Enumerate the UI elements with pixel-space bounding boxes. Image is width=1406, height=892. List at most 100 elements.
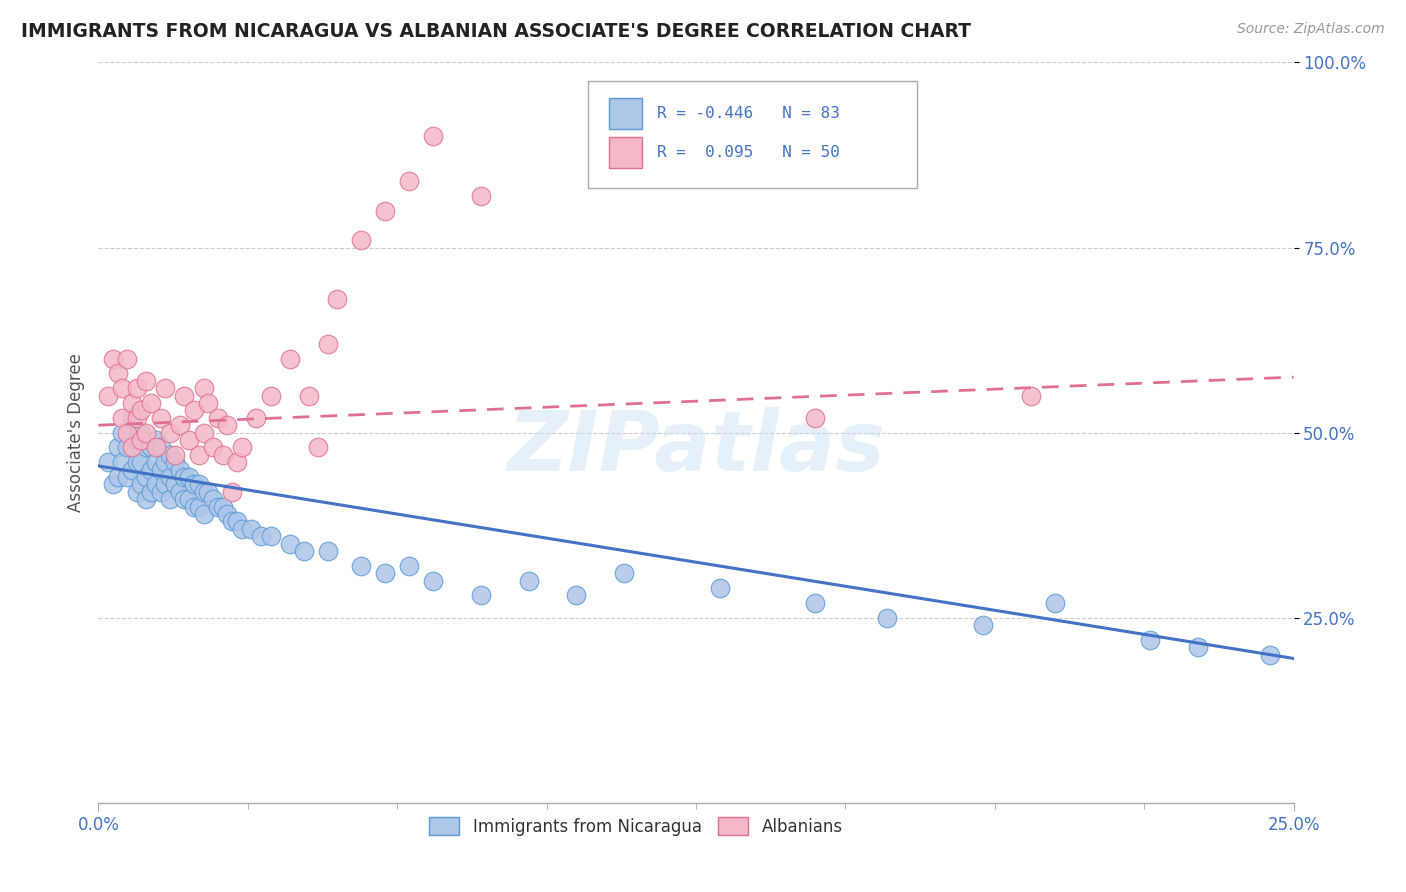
Point	[202, 492, 225, 507]
Point	[131, 433, 153, 447]
Point	[159, 425, 181, 440]
Point	[179, 492, 201, 507]
Point	[211, 500, 233, 514]
Point	[111, 381, 134, 395]
Text: R = -0.446   N = 83: R = -0.446 N = 83	[657, 106, 839, 121]
Point	[259, 388, 281, 402]
Point	[131, 403, 153, 417]
Point	[197, 396, 219, 410]
Point	[422, 129, 444, 144]
Point	[155, 381, 177, 395]
Point	[245, 410, 267, 425]
Point	[183, 477, 205, 491]
Point	[613, 566, 636, 581]
Point	[173, 492, 195, 507]
Point	[221, 484, 243, 499]
Point	[169, 418, 191, 433]
Point	[278, 351, 301, 366]
Point	[470, 188, 492, 202]
FancyBboxPatch shape	[609, 137, 643, 169]
Point	[131, 425, 153, 440]
Point	[125, 484, 148, 499]
Y-axis label: Associate's Degree: Associate's Degree	[66, 353, 84, 512]
Point	[135, 374, 157, 388]
Point	[163, 477, 186, 491]
Point	[159, 448, 181, 462]
Point	[115, 425, 138, 440]
Point	[231, 441, 253, 455]
Point	[107, 470, 129, 484]
Point	[422, 574, 444, 588]
Point	[1187, 640, 1209, 655]
Point	[115, 470, 138, 484]
Point	[135, 425, 157, 440]
Point	[145, 455, 167, 469]
Point	[149, 441, 172, 455]
Point	[145, 441, 167, 455]
Point	[193, 507, 215, 521]
Point	[139, 484, 162, 499]
Point	[121, 462, 143, 476]
FancyBboxPatch shape	[609, 98, 643, 129]
Point	[187, 477, 209, 491]
Point	[155, 455, 177, 469]
Point	[292, 544, 315, 558]
Text: Source: ZipAtlas.com: Source: ZipAtlas.com	[1237, 22, 1385, 37]
Point	[1043, 596, 1066, 610]
Point	[125, 410, 148, 425]
Point	[101, 351, 124, 366]
Point	[187, 500, 209, 514]
Point	[135, 492, 157, 507]
Point	[131, 455, 153, 469]
Point	[145, 477, 167, 491]
Point	[1258, 648, 1281, 662]
Point	[163, 455, 186, 469]
Point	[125, 381, 148, 395]
Point	[121, 396, 143, 410]
Point	[316, 544, 339, 558]
Point	[217, 418, 239, 433]
Point	[183, 403, 205, 417]
Point	[183, 500, 205, 514]
Point	[259, 529, 281, 543]
Point	[149, 410, 172, 425]
Point	[179, 433, 201, 447]
Point	[131, 477, 153, 491]
Point	[316, 336, 339, 351]
Point	[326, 293, 349, 307]
Point	[250, 529, 273, 543]
Point	[173, 388, 195, 402]
Point	[350, 558, 373, 573]
Point	[804, 596, 827, 610]
Point	[139, 441, 162, 455]
Point	[115, 351, 138, 366]
Point	[111, 410, 134, 425]
Point	[159, 470, 181, 484]
Point	[101, 477, 124, 491]
Point	[709, 581, 731, 595]
Point	[145, 433, 167, 447]
Point	[804, 410, 827, 425]
Point	[278, 536, 301, 550]
Point	[149, 462, 172, 476]
Point	[350, 233, 373, 247]
Point	[155, 477, 177, 491]
Point	[125, 455, 148, 469]
Point	[207, 410, 229, 425]
Point	[307, 441, 329, 455]
Text: IMMIGRANTS FROM NICARAGUA VS ALBANIAN ASSOCIATE'S DEGREE CORRELATION CHART: IMMIGRANTS FROM NICARAGUA VS ALBANIAN AS…	[21, 22, 972, 41]
Point	[240, 522, 263, 536]
Point	[217, 507, 239, 521]
Point	[226, 515, 249, 529]
Point	[1019, 388, 1042, 402]
Point	[1139, 632, 1161, 647]
Point	[159, 492, 181, 507]
Point	[107, 441, 129, 455]
Point	[226, 455, 249, 469]
Point	[565, 589, 588, 603]
Point	[398, 174, 420, 188]
Point	[97, 388, 120, 402]
Point	[121, 441, 143, 455]
Point	[202, 441, 225, 455]
Point	[298, 388, 321, 402]
